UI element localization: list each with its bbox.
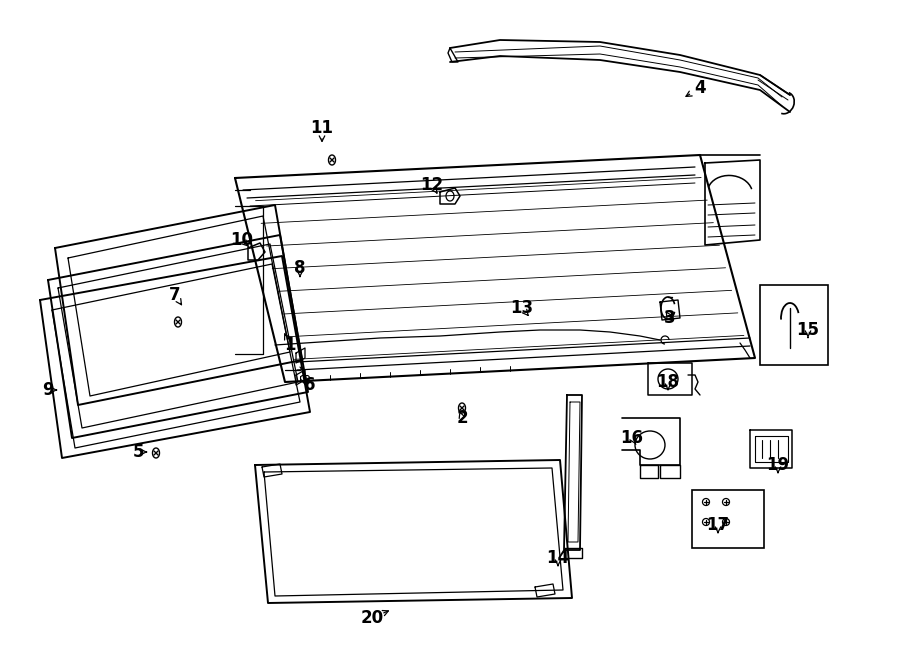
Text: 13: 13 [510, 299, 534, 317]
Text: 7: 7 [169, 286, 181, 304]
Text: 12: 12 [420, 176, 444, 194]
Text: 8: 8 [294, 259, 306, 277]
Bar [692, 490, 764, 548]
Text: 1: 1 [284, 336, 296, 354]
Text: 4: 4 [694, 79, 706, 97]
Text: 19: 19 [767, 456, 789, 474]
Text: 20: 20 [360, 609, 383, 627]
Text: 2: 2 [456, 409, 468, 427]
Text: 6: 6 [304, 376, 316, 394]
Text: 15: 15 [796, 321, 820, 339]
Text: 10: 10 [230, 231, 254, 249]
Text: 18: 18 [656, 373, 680, 391]
Text: 17: 17 [706, 516, 730, 534]
Text: 3: 3 [664, 309, 676, 327]
Text: 11: 11 [310, 119, 334, 137]
Bar [760, 285, 828, 365]
Text: 14: 14 [546, 549, 570, 567]
Text: 9: 9 [42, 381, 54, 399]
Text: 16: 16 [620, 429, 643, 447]
Text: 5: 5 [132, 443, 144, 461]
